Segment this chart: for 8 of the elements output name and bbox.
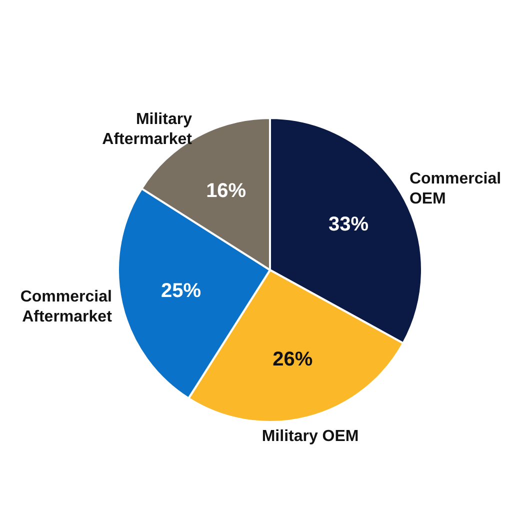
- data-label: 33%: [328, 214, 369, 236]
- data-label: 25%: [160, 280, 202, 302]
- slice-label: Commercial Aftermarket: [20, 288, 113, 326]
- slice-label: Commercial OEM: [409, 170, 502, 208]
- data-label: 26%: [272, 348, 313, 370]
- slice-label: Military Aftermarket: [102, 111, 193, 148]
- slice-label: Military OEM: [262, 428, 359, 445]
- data-label: 16%: [206, 180, 246, 202]
